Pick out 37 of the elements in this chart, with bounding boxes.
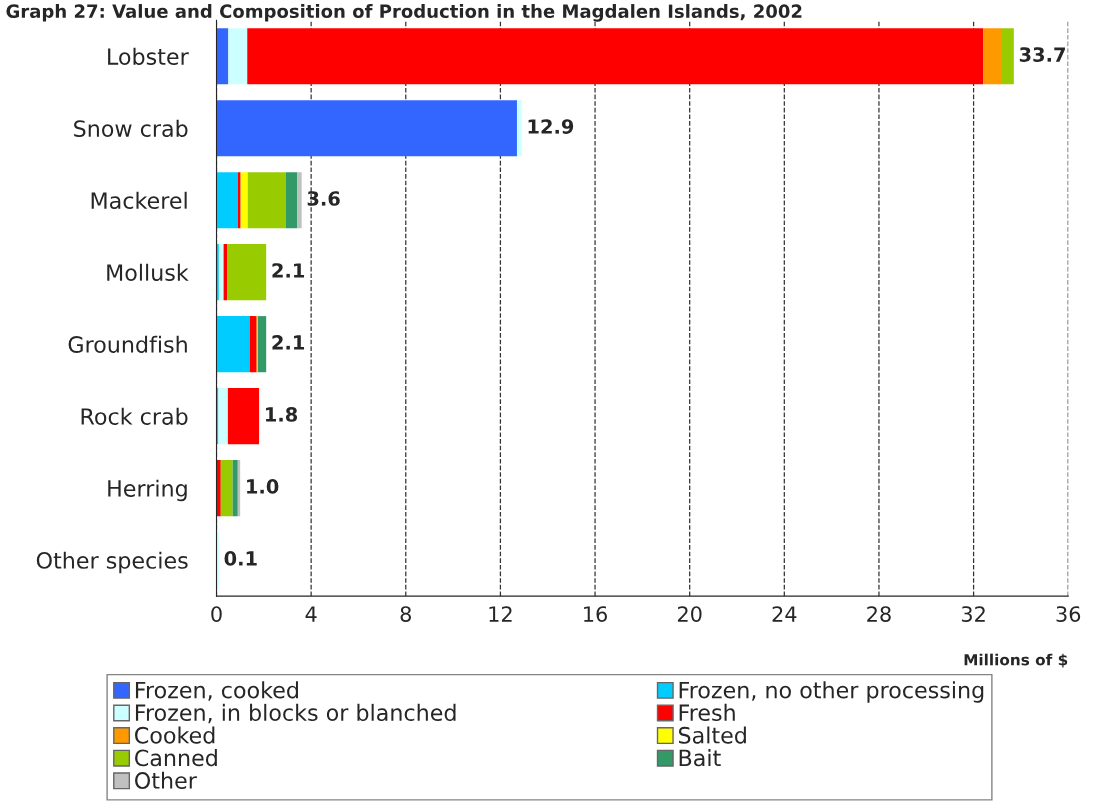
x-tick-label: 24 bbox=[772, 606, 797, 622]
x-tick-label: 32 bbox=[961, 606, 985, 622]
y-tick-label: Herring bbox=[108, 479, 187, 502]
total-label: 1.8 bbox=[266, 407, 298, 422]
x-tick-label: 28 bbox=[867, 606, 891, 622]
y-tick-label: Rock crab bbox=[81, 407, 188, 425]
legend-label: Bait bbox=[679, 749, 721, 767]
y-tick-label: Snow crab bbox=[74, 119, 188, 137]
chart-title: Graph 27: Value and Composition of Production in the Magdalen Islands, 2002 bbox=[6, 4, 802, 22]
x-tick-label: 36 bbox=[1056, 606, 1081, 622]
total-label: 2.1 bbox=[272, 335, 305, 350]
legend-label: Fresh bbox=[679, 703, 735, 722]
legend-label: Cooked bbox=[135, 726, 215, 744]
total-label: 2.1 bbox=[272, 263, 305, 278]
x-tick-label: 16 bbox=[584, 606, 607, 622]
total-label: 1.0 bbox=[247, 479, 279, 494]
x-tick-label: 0 bbox=[211, 606, 222, 622]
x-tick-label: 8 bbox=[400, 606, 411, 622]
x-tick-label: 20 bbox=[677, 606, 702, 622]
legend-label: Other bbox=[135, 771, 197, 789]
y-tick-label: Groundfish bbox=[68, 335, 187, 353]
legend-label: Canned bbox=[135, 749, 217, 767]
legend-label: Frozen, no other processing bbox=[679, 681, 984, 703]
y-tick-label: Lobster bbox=[108, 47, 189, 66]
x-tick-label: 12 bbox=[489, 606, 512, 622]
x-tick-label: 4 bbox=[305, 606, 317, 622]
total-label: 3.6 bbox=[307, 191, 340, 206]
y-tick-label: Mollusk bbox=[107, 263, 189, 281]
y-tick-label: Other species bbox=[36, 551, 188, 574]
legend-label: Frozen, cooked bbox=[135, 681, 298, 701]
y-tick-label: Mackerel bbox=[91, 191, 187, 209]
legend-label: Frozen, in blocks or blanched bbox=[135, 703, 456, 724]
total-label: 0.1 bbox=[224, 551, 257, 566]
total-label: 33.7 bbox=[1019, 47, 1065, 62]
legend-label: Salted bbox=[678, 726, 746, 744]
total-label: 12.9 bbox=[528, 119, 574, 134]
x-axis-title: Millions of $ bbox=[964, 653, 1068, 668]
